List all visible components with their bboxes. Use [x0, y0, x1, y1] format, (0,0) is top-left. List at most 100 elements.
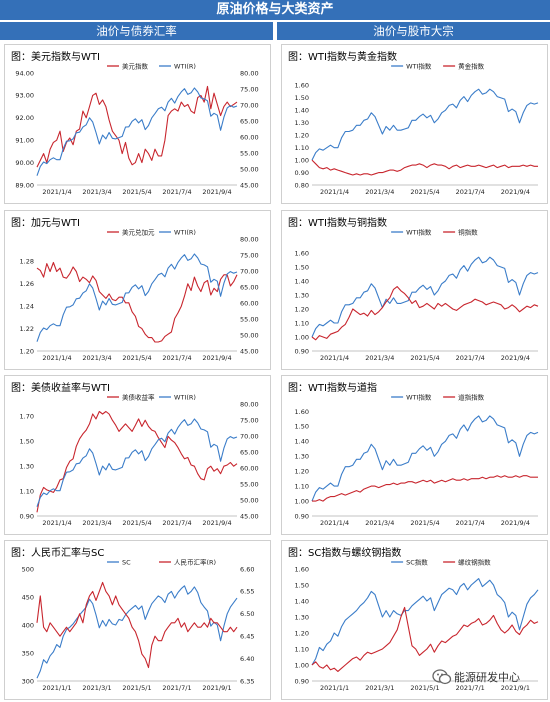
- y-tick-label: 0.90: [295, 677, 309, 685]
- y2-tick-label: 6.40: [240, 655, 254, 663]
- chart-panel-ust: 图：美债收益率与WTI 0.90 1.10 1.30 1.50 1.70 45.00 50.…: [4, 375, 271, 535]
- x-tick-label: 2021/3/4: [365, 188, 394, 196]
- x-tick-label: 2021/1/4: [320, 519, 349, 527]
- y2-tick-label: 80.00: [240, 235, 259, 243]
- y-tick-label: 1.10: [295, 319, 309, 327]
- series-line: [311, 256, 539, 338]
- y2-tick-label: 60.00: [240, 299, 259, 307]
- y2-tick-label: 45.00: [240, 347, 259, 355]
- x-tick-label: 2021/9/4: [501, 519, 530, 527]
- y-tick-label: 1.28: [20, 258, 34, 266]
- y2-tick-label: 50.00: [240, 496, 259, 504]
- y2-tick-label: 6.45: [240, 633, 254, 641]
- y-tick-label: 1.20: [20, 347, 34, 355]
- y2-tick-label: 80.00: [240, 69, 259, 77]
- x-tick-label: 2021/5/4: [122, 354, 151, 362]
- x-tick-label: 2021/3/4: [365, 354, 394, 362]
- x-tick-label: 2021/5/4: [410, 354, 439, 362]
- x-tick-label: 2021/3/4: [365, 519, 394, 527]
- series-line: [311, 286, 539, 341]
- series-line: [36, 581, 238, 669]
- series-line: [36, 418, 238, 507]
- x-tick-label: 2021/3/1: [365, 684, 394, 692]
- x-tick-label: 2021/3/4: [82, 519, 111, 527]
- series-line: [36, 261, 238, 343]
- watermark-text: 能源研发中心: [454, 671, 520, 684]
- x-tick-label: 2021/9/4: [501, 354, 530, 362]
- y2-tick-label: 60.00: [240, 133, 259, 141]
- y-tick-label: 1.50: [20, 438, 34, 446]
- y2-tick-label: 6.60: [240, 565, 254, 573]
- x-tick-label: 2021/5/1: [122, 684, 151, 692]
- y-tick-label: 1.20: [295, 468, 309, 476]
- y-tick-label: 1.30: [295, 613, 309, 621]
- y2-tick-label: 65.00: [240, 448, 259, 456]
- y-tick-label: 1.30: [295, 453, 309, 461]
- legend-label: 铜指数: [458, 227, 478, 236]
- y-tick-label: 1.10: [20, 487, 34, 495]
- y2-tick-label: 70.00: [240, 432, 259, 440]
- y-tick-label: 1.70: [20, 413, 34, 421]
- y2-tick-label: 50.00: [240, 165, 259, 173]
- legend-label: 美债收益率: [122, 392, 155, 401]
- y-tick-label: 1.20: [295, 629, 309, 637]
- x-tick-label: 2021/7/4: [456, 354, 485, 362]
- series-line: [36, 410, 238, 513]
- y-tick-label: 0.80: [295, 181, 309, 189]
- y2-tick-label: 45.00: [240, 181, 259, 189]
- y-tick-label: 1.20: [295, 132, 309, 140]
- x-tick-label: 2021/9/4: [501, 188, 530, 196]
- legend-label: 人民币汇率(R): [174, 557, 216, 566]
- y2-tick-label: 6.55: [240, 588, 254, 596]
- y-tick-label: 300: [22, 677, 34, 685]
- y2-tick-label: 60.00: [240, 464, 259, 472]
- chart-title: 图：美债收益率与WTI: [11, 383, 110, 394]
- series-line: [311, 415, 539, 502]
- y-tick-label: 0.90: [295, 512, 309, 520]
- x-tick-label: 2021/9/4: [202, 519, 231, 527]
- x-tick-label: 2021/9/1: [202, 684, 231, 692]
- y-tick-label: 1.24: [20, 303, 34, 311]
- y-tick-label: 0.90: [295, 169, 309, 177]
- y2-tick-label: 55.00: [240, 149, 259, 157]
- y-tick-label: 1.30: [20, 463, 34, 471]
- series-line: [311, 88, 539, 161]
- legend-label: SC指数: [406, 557, 428, 566]
- y2-tick-label: 45.00: [240, 512, 259, 520]
- x-tick-label: 2021/9/4: [202, 354, 231, 362]
- y2-tick-label: 50.00: [240, 331, 259, 339]
- y-tick-label: 1.30: [295, 119, 309, 127]
- series-line: [311, 159, 538, 176]
- x-tick-label: 2021/1/1: [320, 684, 349, 692]
- y-tick-label: 1.00: [295, 661, 309, 669]
- y2-tick-label: 70.00: [240, 101, 259, 109]
- y-tick-label: 0.90: [20, 512, 34, 520]
- y2-tick-label: 65.00: [240, 117, 259, 125]
- legend-label: WTI指数: [406, 392, 432, 401]
- y-tick-label: 1.50: [295, 94, 309, 102]
- y-tick-label: 1.10: [295, 645, 309, 653]
- y-tick-label: 92.00: [15, 114, 34, 122]
- y-tick-label: 1.26: [20, 280, 34, 288]
- y-tick-label: 1.50: [295, 423, 309, 431]
- y2-tick-label: 6.35: [240, 677, 254, 685]
- chart-ust: 0.90 1.10 1.30 1.50 1.70 45.00 50.00 55.00 60.00…: [20, 392, 259, 527]
- chart-title: 图：人民币汇率与SC: [11, 548, 105, 559]
- y-tick-label: 450: [22, 593, 34, 601]
- series-line: [312, 475, 538, 502]
- x-tick-label: 2021/9/1: [501, 684, 530, 692]
- y-tick-label: 1.60: [295, 82, 309, 90]
- y2-tick-label: 75.00: [240, 416, 259, 424]
- y2-tick-label: 80.00: [240, 400, 259, 408]
- x-tick-label: 2021/9/4: [202, 188, 231, 196]
- x-tick-label: 2021/1/4: [320, 354, 349, 362]
- chart-panel-copper: 图：WTI指数与铜指数 0.90 1.00 1.10 1.20 1.30 1.40 1.50…: [281, 210, 548, 370]
- y-tick-label: 1.10: [295, 482, 309, 490]
- chart-djia: 0.90 1.00 1.10 1.20 1.30 1.40 1.50 1.60 2021/1/4…: [295, 392, 539, 527]
- y2-tick-label: 55.00: [240, 480, 259, 488]
- y-tick-label: 0.90: [295, 347, 309, 355]
- x-tick-label: 2021/7/4: [456, 519, 485, 527]
- legend-label: SC: [122, 558, 131, 566]
- y2-tick-label: 65.00: [240, 283, 259, 291]
- y2-tick-label: 55.00: [240, 315, 259, 323]
